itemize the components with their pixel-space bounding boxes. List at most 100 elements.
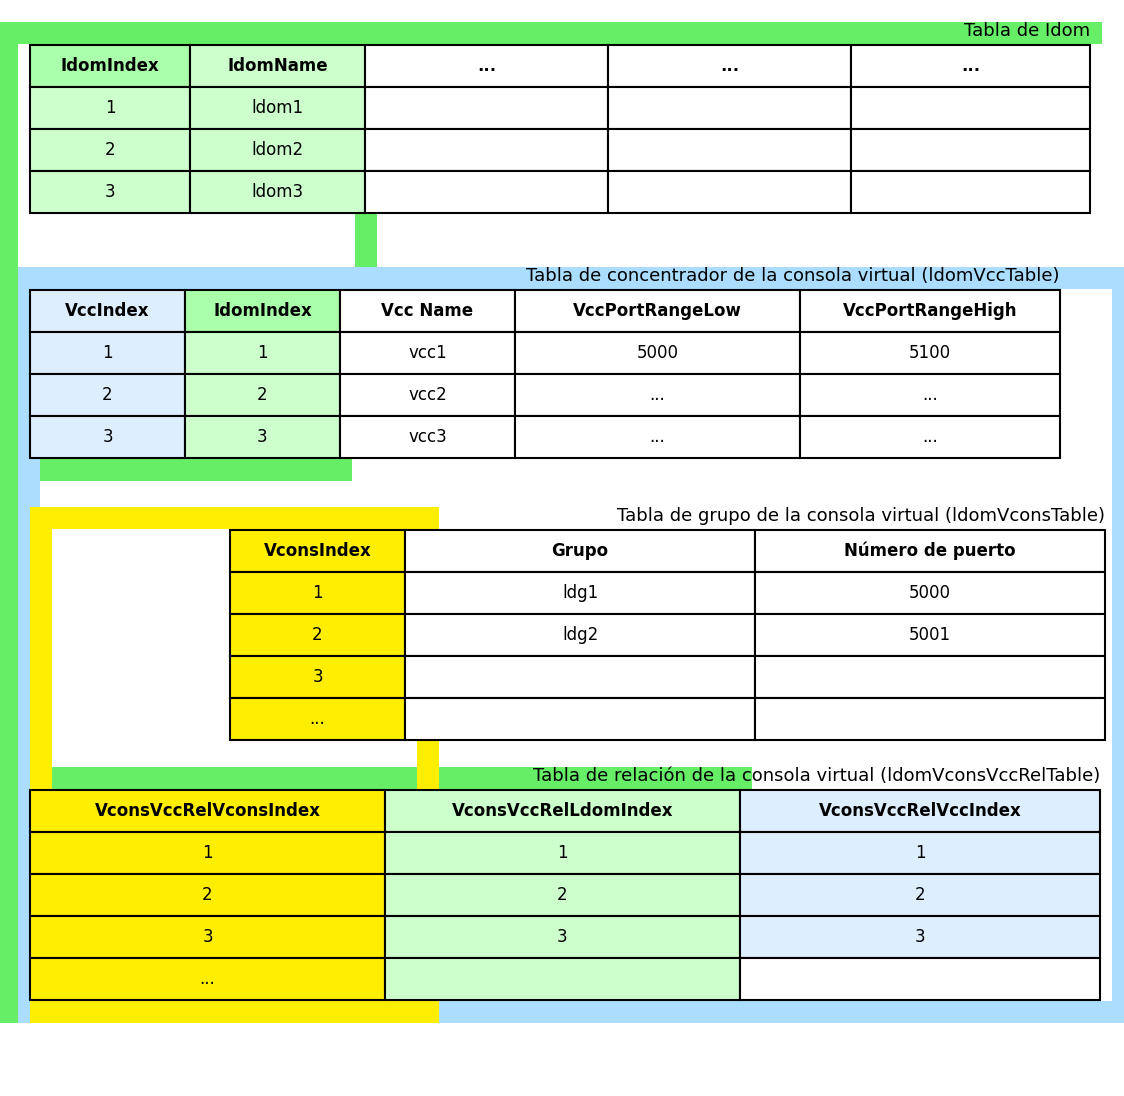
- Text: 2: 2: [202, 886, 212, 904]
- Text: VconsVccRelLdomIndex: VconsVccRelLdomIndex: [452, 802, 673, 820]
- Text: IdomName: IdomName: [227, 57, 328, 75]
- Text: ...: ...: [650, 386, 665, 404]
- Bar: [185, 374, 339, 416]
- Bar: [386, 790, 740, 832]
- Bar: [0, 22, 1102, 44]
- Bar: [740, 832, 1100, 874]
- Text: ...: ...: [720, 57, 740, 75]
- Text: 5000: 5000: [909, 584, 951, 602]
- Bar: [230, 657, 405, 698]
- Text: VccPortRangeHigh: VccPortRangeHigh: [843, 302, 1017, 320]
- Bar: [755, 698, 1105, 740]
- Bar: [740, 874, 1100, 916]
- Bar: [30, 507, 439, 529]
- Bar: [608, 171, 851, 213]
- Text: 2: 2: [257, 386, 268, 404]
- Bar: [515, 416, 800, 458]
- Text: 3: 3: [102, 429, 112, 446]
- Bar: [729, 778, 752, 1012]
- Bar: [800, 374, 1060, 416]
- Bar: [755, 572, 1105, 614]
- Bar: [30, 790, 386, 832]
- Bar: [740, 958, 1100, 1000]
- Bar: [851, 171, 1090, 213]
- Bar: [417, 740, 439, 1012]
- Bar: [0, 33, 18, 470]
- Text: ldom2: ldom2: [252, 141, 303, 159]
- Bar: [30, 416, 185, 458]
- Bar: [755, 530, 1105, 572]
- Bar: [30, 129, 190, 171]
- Text: VconsVccRelVconsIndex: VconsVccRelVconsIndex: [94, 802, 320, 820]
- Text: Tabla de concentrador de la consola virtual (ldomVccTable): Tabla de concentrador de la consola virt…: [526, 267, 1060, 285]
- Text: 2: 2: [558, 886, 568, 904]
- Text: 5000: 5000: [636, 344, 679, 362]
- Text: ldg2: ldg2: [562, 626, 598, 644]
- Text: Vcc Name: Vcc Name: [381, 302, 473, 320]
- Bar: [608, 87, 851, 129]
- Bar: [230, 614, 405, 657]
- Bar: [405, 657, 755, 698]
- Text: ldom3: ldom3: [252, 183, 303, 201]
- Text: IdomIndex: IdomIndex: [214, 302, 311, 320]
- Bar: [230, 530, 405, 572]
- Bar: [608, 45, 851, 87]
- Text: VccPortRangeLow: VccPortRangeLow: [573, 302, 742, 320]
- Bar: [30, 87, 190, 129]
- Bar: [339, 290, 515, 332]
- Text: 3: 3: [202, 928, 212, 946]
- Bar: [755, 614, 1105, 657]
- Bar: [30, 374, 185, 416]
- Bar: [386, 958, 740, 1000]
- Bar: [30, 171, 190, 213]
- Text: 5100: 5100: [909, 344, 951, 362]
- Text: 2: 2: [312, 626, 323, 644]
- Bar: [0, 458, 18, 1012]
- Text: 3: 3: [312, 667, 323, 686]
- Bar: [851, 45, 1090, 87]
- Bar: [30, 916, 386, 958]
- Bar: [365, 45, 608, 87]
- Bar: [405, 614, 755, 657]
- Bar: [0, 267, 352, 289]
- Bar: [386, 916, 740, 958]
- Bar: [405, 698, 755, 740]
- Bar: [800, 416, 1060, 458]
- Text: VconsIndex: VconsIndex: [264, 543, 371, 560]
- Text: VconsVccRelVccIndex: VconsVccRelVccIndex: [818, 802, 1022, 820]
- Text: ...: ...: [922, 429, 937, 446]
- Bar: [365, 171, 608, 213]
- Bar: [18, 1001, 1124, 1023]
- Bar: [339, 416, 515, 458]
- Bar: [800, 290, 1060, 332]
- Bar: [515, 290, 800, 332]
- Bar: [608, 129, 851, 171]
- Bar: [0, 1001, 752, 1023]
- Bar: [190, 171, 365, 213]
- Text: 1: 1: [558, 844, 568, 861]
- Bar: [405, 572, 755, 614]
- Bar: [405, 530, 755, 572]
- Bar: [30, 290, 185, 332]
- Text: 1: 1: [915, 844, 925, 861]
- Bar: [339, 332, 515, 374]
- Text: 2: 2: [102, 386, 112, 404]
- Text: 3: 3: [105, 183, 116, 201]
- Bar: [365, 87, 608, 129]
- Bar: [30, 958, 386, 1000]
- Text: 1: 1: [202, 844, 212, 861]
- Bar: [851, 129, 1090, 171]
- Bar: [30, 45, 190, 87]
- Bar: [740, 916, 1100, 958]
- Bar: [30, 1001, 439, 1023]
- Text: IdomIndex: IdomIndex: [61, 57, 160, 75]
- Text: 1: 1: [105, 99, 116, 117]
- Text: 1: 1: [102, 344, 112, 362]
- Text: 5001: 5001: [909, 626, 951, 644]
- Text: Tabla de relación de la consola virtual (ldomVconsVccRelTable): Tabla de relación de la consola virtual …: [533, 767, 1100, 785]
- Bar: [190, 87, 365, 129]
- Bar: [386, 874, 740, 916]
- Bar: [0, 767, 752, 789]
- Bar: [0, 459, 18, 481]
- Bar: [515, 374, 800, 416]
